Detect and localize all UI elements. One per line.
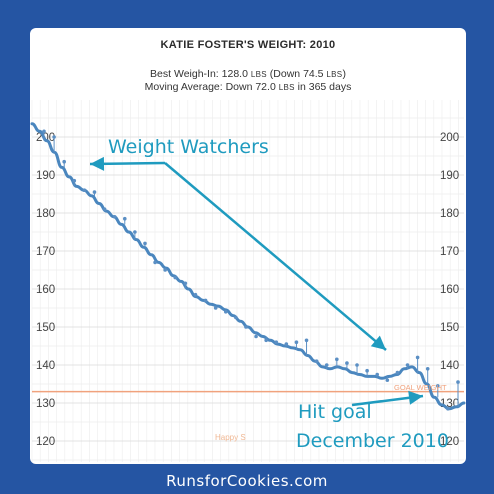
- y-tick-label-left: 170: [36, 246, 55, 258]
- weigh-in-point: [335, 357, 339, 362]
- weigh-in-point: [234, 315, 238, 320]
- weigh-in-point: [82, 188, 87, 192]
- weigh-in-points: [42, 129, 460, 411]
- weigh-in-point: [405, 363, 410, 367]
- moving-average: Moving Average: Down 72.0 LBS in 365 day…: [30, 81, 466, 93]
- chart-header: KATIE FOSTER'S WEIGHT: 2010 Best Weigh-I…: [30, 28, 466, 104]
- best-value: 128.0: [221, 68, 248, 80]
- weigh-in-point: [284, 342, 289, 346]
- weigh-in-point: [395, 370, 400, 375]
- y-tick-label-left: 150: [36, 322, 55, 334]
- weigh-in-point: [173, 275, 178, 280]
- weigh-in-point: [163, 268, 167, 272]
- weigh-in-point: [143, 241, 147, 246]
- best-paren-open: (Down: [266, 68, 304, 80]
- weigh-in-point: [183, 281, 188, 286]
- chart-title: KATIE FOSTER'S WEIGHT: 2010: [160, 39, 336, 51]
- weight-watchers-annotation: Weight Watchers: [108, 136, 269, 158]
- weigh-in-point: [274, 340, 279, 345]
- weigh-in-point: [62, 159, 66, 164]
- weigh-in-point: [294, 340, 299, 345]
- y-tick-label-right: 190: [440, 170, 459, 182]
- weigh-in-point: [425, 367, 430, 371]
- weigh-in-point: [324, 363, 329, 367]
- happy-label: Happy S: [215, 433, 246, 442]
- weigh-in-point: [355, 363, 359, 367]
- weigh-in-point: [314, 359, 319, 364]
- ww-right-arrow-shaft: [164, 162, 387, 351]
- best-label: Best Weigh-In:: [150, 68, 222, 80]
- best-down-unit: LBS: [326, 70, 343, 79]
- y-tick-label-left: 120: [36, 436, 55, 448]
- annotation-arrows: [89, 156, 424, 407]
- hit-goal-annotation-line1: Hit goal: [298, 401, 372, 423]
- weigh-in-point: [254, 334, 258, 339]
- weigh-in-point: [264, 338, 268, 343]
- y-tick-label-right: 120: [440, 436, 459, 448]
- best-paren-close: ): [342, 68, 346, 80]
- weigh-in-point: [385, 378, 390, 383]
- weigh-in-point: [304, 338, 309, 343]
- weigh-in-point: [52, 135, 56, 139]
- ma-unit: LBS: [278, 83, 295, 92]
- y-tick-label-left: 160: [36, 284, 55, 296]
- weigh-in-point: [415, 355, 420, 360]
- weigh-in-point: [345, 361, 349, 365]
- weigh-in-point: [193, 292, 198, 297]
- weigh-in-point: [42, 129, 46, 134]
- weigh-in-point: [223, 310, 228, 314]
- y-tick-label-left: 190: [36, 170, 55, 182]
- y-tick-label-left: 130: [36, 398, 55, 410]
- weigh-in-point: [213, 306, 218, 310]
- y-tick-label-left: 180: [36, 208, 55, 220]
- y-tick-label-right: 200: [440, 132, 459, 144]
- chart-grid: [31, 100, 464, 462]
- weigh-in-point: [112, 215, 117, 219]
- ww-left-arrow-head: [90, 156, 105, 171]
- weigh-in-point: [244, 325, 248, 329]
- weigh-in-point: [102, 207, 107, 211]
- weigh-in-point: [436, 384, 440, 388]
- weigh-in-point: [92, 190, 97, 194]
- annotations: Weight Watchers Hit goal December 2010 G…: [108, 136, 449, 452]
- goal-arrow-head: [408, 390, 423, 405]
- y-tick-label-right: 160: [440, 284, 459, 296]
- weigh-in-point: [446, 406, 450, 411]
- weigh-in-point: [203, 298, 208, 303]
- y-tick-label-right: 180: [440, 208, 459, 220]
- y-tick-label-right: 140: [440, 360, 459, 372]
- ma-value: 72.0: [255, 81, 276, 93]
- goal-weight-label: GOAL WEIGHT: [394, 383, 447, 392]
- footer-brand: RunsforCookies.com: [166, 472, 328, 490]
- weigh-in-point: [153, 260, 157, 265]
- weigh-in-point: [72, 178, 77, 183]
- weigh-in-point: [133, 230, 137, 234]
- y-tick-label-left: 140: [36, 360, 55, 372]
- best-down-value: 74.5: [303, 68, 324, 80]
- weigh-in-point: [375, 372, 380, 377]
- weigh-in-point: [365, 368, 369, 373]
- ma-label: Moving Average: Down: [144, 81, 256, 93]
- ww-right-arrow-head: [370, 335, 386, 350]
- best-weigh-in: Best Weigh-In: 128.0 LBS (Down 74.5 LBS): [30, 68, 466, 80]
- y-tick-label-right: 150: [440, 322, 459, 334]
- weigh-in-point: [122, 216, 127, 221]
- best-unit: LBS: [250, 70, 267, 79]
- weigh-in-point: [456, 380, 460, 384]
- ma-suffix: in 365 days: [294, 81, 352, 93]
- hit-goal-annotation-line2: December 2010: [296, 430, 449, 452]
- y-tick-label-right: 170: [440, 246, 459, 258]
